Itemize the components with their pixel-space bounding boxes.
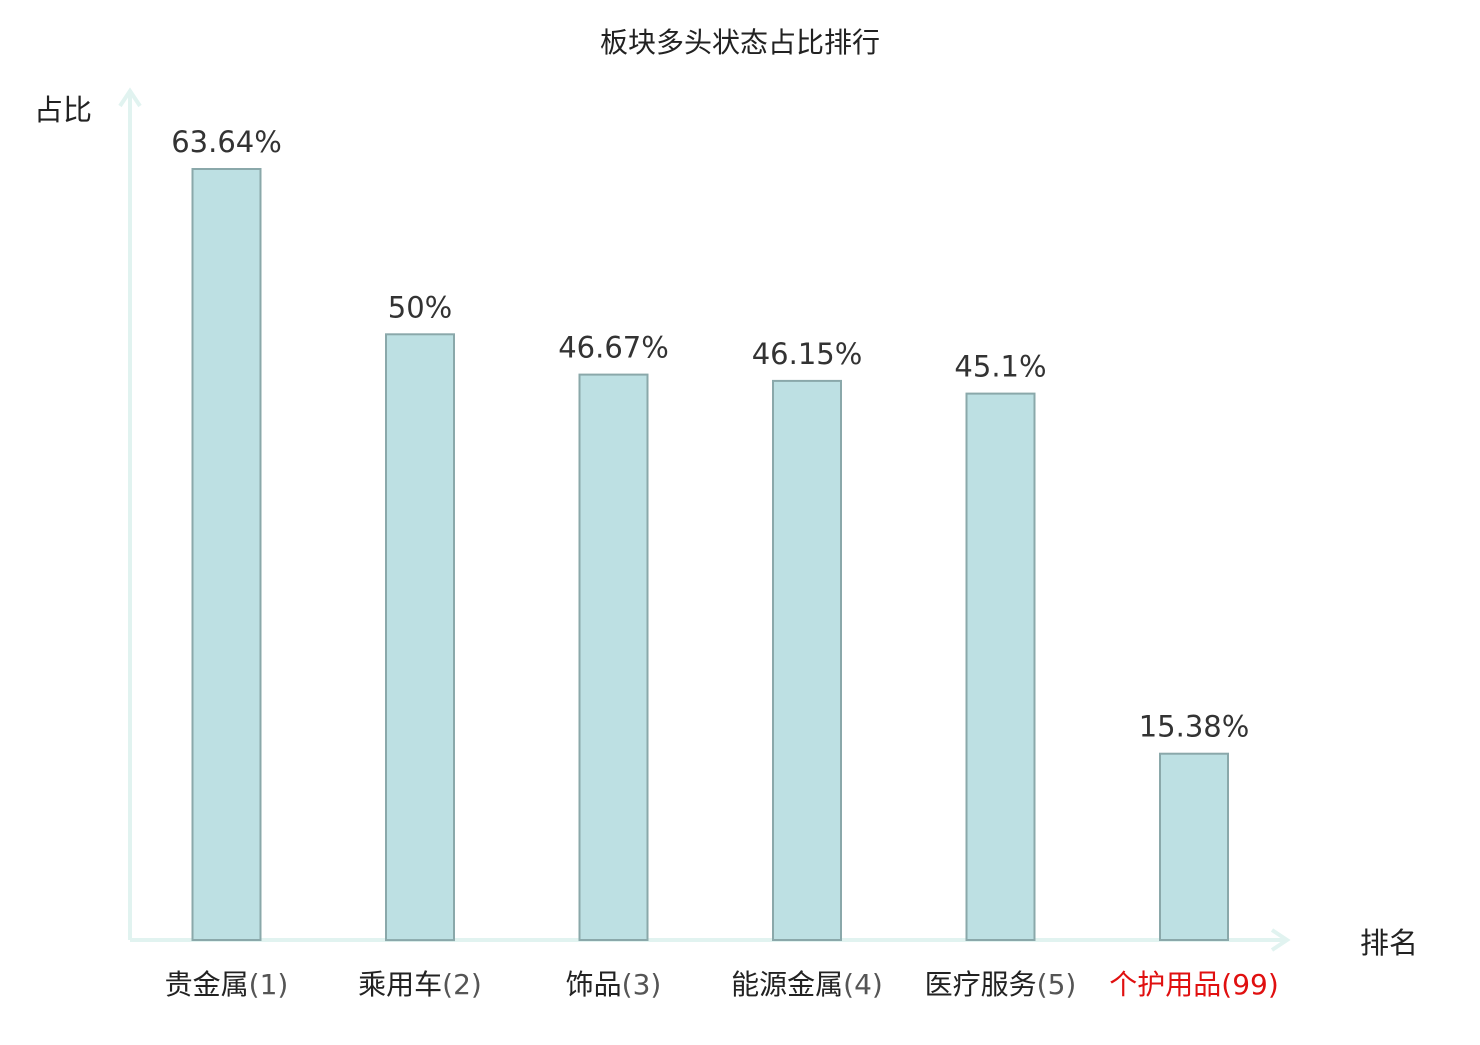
y-axis	[118, 87, 142, 940]
category-label: 饰品(3)	[566, 968, 662, 1001]
category-label: 能源金属(4)	[731, 968, 883, 1001]
x-axis-label: 排名	[1360, 926, 1418, 960]
y-axis-arrow-icon	[118, 87, 142, 108]
x-axis	[130, 928, 1291, 952]
category-rank: (2)	[442, 968, 482, 1001]
bar	[772, 379, 842, 941]
bar	[1159, 752, 1229, 942]
category-name: 饰品	[566, 968, 622, 1001]
bar	[965, 392, 1036, 942]
category-labels-group: 贵金属(1) 乘用车(2) 饰品(3) 能源金属(4) 医疗服务(5) 个护用品(99)	[165, 968, 1279, 1001]
bar-value-label: 46.15%	[752, 337, 863, 371]
y-axis-label: 占比	[34, 93, 92, 127]
category-name: 医疗服务	[925, 968, 1037, 1001]
category-label: 医疗服务(5)	[925, 968, 1077, 1001]
bar-value-label: 50%	[388, 290, 452, 324]
bar-value-label: 15.38%	[1139, 710, 1250, 744]
bars-group	[191, 168, 1229, 942]
category-label: 乘用车(2)	[358, 968, 482, 1001]
category-rank: (3)	[622, 968, 662, 1001]
bar-value-label: 46.67%	[558, 331, 669, 365]
bar-value-label: 45.1%	[954, 350, 1046, 384]
category-name: 乘用车	[358, 968, 442, 1001]
category-rank: (5)	[1037, 968, 1077, 1001]
category-label: 贵金属(1)	[165, 968, 289, 1001]
category-rank: (99)	[1221, 968, 1278, 1001]
x-axis-arrow-icon	[1270, 928, 1291, 952]
category-name: 贵金属	[165, 968, 249, 1001]
category-label: 个护用品(99)	[1109, 968, 1279, 1001]
bar	[578, 373, 649, 942]
category-rank: (1)	[249, 968, 289, 1001]
chart-title: 板块多头状态占比排行	[600, 26, 880, 59]
category-rank: (4)	[843, 968, 883, 1001]
category-name: 能源金属	[731, 968, 843, 1001]
category-name: 个护用品	[1109, 968, 1221, 1001]
bar	[191, 168, 262, 941]
value-labels-group: 63.64% 50% 46.67% 46.15% 45.1% 15.38%	[171, 125, 1249, 744]
bar-value-label: 63.64%	[171, 125, 282, 159]
bar	[385, 333, 455, 942]
